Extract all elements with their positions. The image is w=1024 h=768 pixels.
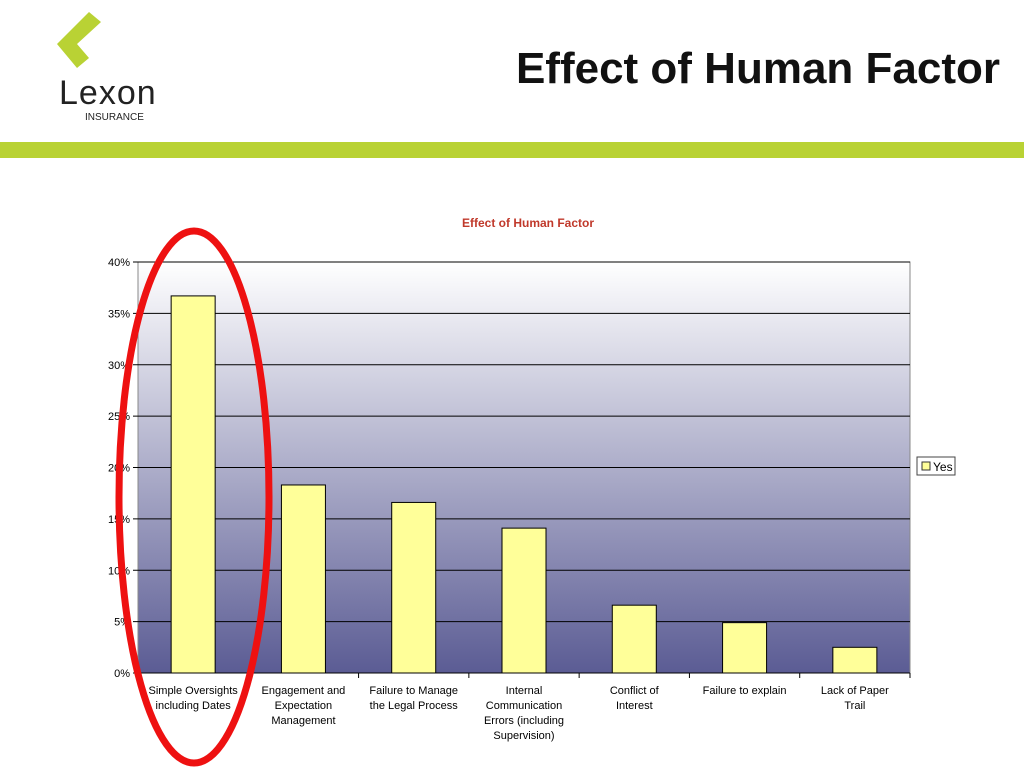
logo-wordmark: Lexon: [59, 74, 157, 112]
x-tick-label: Internal Communication Errors (including Su…: [484, 685, 564, 742]
x-tick-label: Lack of Paper Trail: [821, 685, 889, 712]
x-tick-label: Conflict of Interest: [610, 685, 660, 712]
x-tick-label: Simple Oversights including Dates: [149, 685, 239, 712]
y-tick-label: 10%: [108, 565, 130, 577]
bar: [722, 622, 768, 674]
y-tick-label: 25%: [108, 411, 130, 423]
chevron-logo-icon: [57, 12, 101, 68]
x-tick-label: Failure to explain: [703, 685, 787, 697]
lexon-logo: Lexon INSURANCE: [55, 10, 185, 125]
accent-bar: [0, 142, 1024, 158]
y-tick-label: 0%: [114, 668, 130, 680]
x-tick-label: Failure to Manage the Legal Process: [369, 685, 458, 712]
x-tick-label: Engagement and Expectation Management: [262, 685, 346, 727]
y-tick-label: 35%: [108, 308, 130, 320]
legend: Yes: [916, 456, 956, 476]
bar: [611, 604, 657, 674]
bar: [280, 484, 326, 674]
y-tick-label: 15%: [108, 514, 130, 526]
chart-title: Effect of Human Factor: [462, 216, 594, 230]
y-tick-label: 20%: [108, 463, 130, 475]
legend-swatch: [921, 461, 931, 471]
bar: [832, 646, 878, 674]
y-tick-label: 30%: [108, 360, 130, 372]
slide-title: Effect of Human Factor: [515, 44, 1000, 93]
y-tick-label: 5%: [114, 617, 130, 629]
bar: [501, 527, 547, 674]
bar: [391, 501, 437, 674]
bar: [170, 295, 216, 674]
legend-label: Yes: [933, 460, 953, 474]
bar-chart: Effect of Human Factor 0% 5% 10% 15% 20% 25% 3…: [108, 216, 956, 742]
y-tick-label: 40%: [108, 257, 130, 269]
logo-tagline: INSURANCE: [85, 112, 144, 123]
x-axis-labels: Simple Oversights including Dates Engageme…: [149, 685, 890, 742]
y-axis-ticks: 0% 5% 10% 15% 20% 25% 30% 35% 40%: [108, 257, 130, 680]
